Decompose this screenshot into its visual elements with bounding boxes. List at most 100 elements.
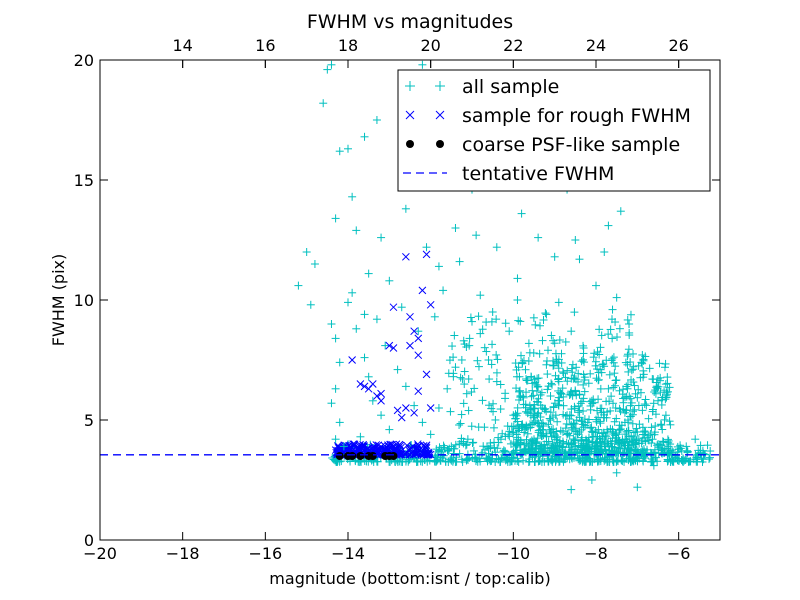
all-sample-point <box>556 426 565 435</box>
all-sample-point <box>554 298 563 307</box>
all-sample-point <box>545 414 554 423</box>
all-sample-point <box>544 420 553 429</box>
all-sample-point <box>580 387 589 396</box>
all-sample-point <box>630 405 639 414</box>
all-sample-point <box>616 440 625 448</box>
all-sample-point <box>563 430 572 439</box>
axes: −20 −18 −16 −14 −12 −10 −8 −6 0 5 10 15 20 14 16 18 20 22… <box>74 36 720 563</box>
all-sample-point <box>352 324 361 333</box>
all-sample-point <box>563 453 572 462</box>
all-sample-point <box>592 374 601 383</box>
all-sample-point <box>631 439 640 448</box>
all-sample-point <box>462 343 471 352</box>
all-sample-point <box>657 395 666 404</box>
all-sample-point <box>505 327 514 336</box>
all-sample-point <box>463 454 472 463</box>
all-sample-point <box>660 363 669 372</box>
all-sample-point <box>574 377 583 386</box>
legend: all sample sample for rough FWHM coarse … <box>397 69 711 192</box>
all-sample-point <box>596 419 605 428</box>
all-sample-point <box>501 319 510 328</box>
all-sample-point <box>533 374 542 383</box>
all-sample-point <box>567 485 576 494</box>
all-sample-point <box>597 331 606 340</box>
all-sample-point <box>542 437 551 446</box>
all-sample-point <box>306 300 315 309</box>
all-sample-point <box>476 457 485 466</box>
all-sample-point <box>439 451 448 460</box>
all-sample-point <box>574 408 583 417</box>
all-sample-point <box>627 366 636 375</box>
all-sample-point <box>572 391 581 400</box>
all-sample-point <box>549 361 558 370</box>
all-sample-point <box>474 362 483 371</box>
all-sample-point <box>518 358 527 367</box>
all-sample-point <box>579 344 588 352</box>
all-sample-point <box>512 430 521 439</box>
all-sample-point <box>492 350 501 359</box>
all-sample-point <box>496 435 505 444</box>
all-sample-point <box>615 436 624 445</box>
all-sample-point <box>641 395 650 404</box>
all-sample-point <box>699 449 708 458</box>
all-sample-point <box>512 372 521 381</box>
all-sample-point <box>587 444 596 453</box>
all-sample-point <box>465 334 474 343</box>
all-sample-point <box>456 419 465 428</box>
legend-box <box>397 69 711 192</box>
rough-fwhm-point <box>355 444 364 453</box>
all-sample-point <box>534 382 543 391</box>
all-sample-point <box>319 99 328 108</box>
all-sample-point <box>476 329 485 338</box>
all-sample-point <box>479 442 488 451</box>
psf-like-point <box>335 452 344 460</box>
all-sample-point <box>638 446 647 455</box>
all-sample-point <box>455 439 464 448</box>
all-sample-point <box>524 357 533 366</box>
all-sample-point <box>430 312 439 321</box>
all-sample-point <box>534 408 543 417</box>
all-sample-point <box>523 424 532 433</box>
all-sample-point <box>637 449 646 458</box>
all-sample-point <box>651 386 660 395</box>
rough-fwhm-point <box>419 441 428 450</box>
all-sample-point <box>571 424 580 433</box>
all-sample-point <box>596 365 605 374</box>
all-sample-point <box>401 204 410 213</box>
all-sample-point <box>441 457 450 466</box>
top-x-tick-label: 18 <box>338 36 358 55</box>
all-sample-point <box>413 457 422 466</box>
all-sample-point <box>683 446 692 455</box>
all-sample-point <box>633 428 642 436</box>
all-sample-point <box>492 377 501 386</box>
all-sample-point <box>521 403 530 412</box>
all-sample-point <box>616 207 625 216</box>
all-sample-point <box>566 388 575 397</box>
all-sample-point <box>457 455 466 464</box>
all-sample-point <box>571 236 580 244</box>
all-sample-point <box>507 422 516 431</box>
all-sample-point <box>513 440 522 448</box>
all-sample-point <box>543 441 552 450</box>
all-sample-point <box>462 456 471 465</box>
rough-fwhm-point <box>334 443 343 451</box>
rough-fwhm-point <box>349 442 358 451</box>
all-sample-point <box>596 435 605 444</box>
all-sample-point <box>561 337 570 346</box>
all-sample-point <box>488 308 497 316</box>
all-sample-point <box>611 318 620 327</box>
all-sample-point <box>640 427 649 436</box>
all-sample-point <box>434 404 443 412</box>
all-sample-point <box>650 428 659 437</box>
all-sample-point <box>611 381 620 390</box>
all-sample-point <box>483 442 492 451</box>
all-sample-point <box>513 403 522 412</box>
all-sample-point <box>608 354 617 363</box>
all-sample-point <box>546 408 555 417</box>
all-sample-point <box>393 365 402 374</box>
all-sample-point <box>310 260 319 268</box>
rough-fwhm-point <box>410 327 418 336</box>
all-sample-point <box>651 410 660 419</box>
all-sample-point <box>611 362 620 371</box>
y-tick-label: 20 <box>74 51 94 70</box>
